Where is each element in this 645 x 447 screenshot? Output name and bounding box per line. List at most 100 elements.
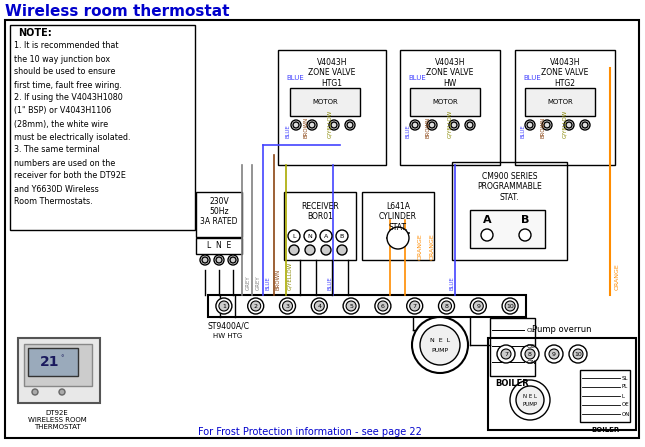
Text: BLUE: BLUE (286, 75, 304, 81)
Circle shape (467, 122, 473, 128)
Circle shape (251, 301, 261, 311)
Circle shape (230, 257, 236, 263)
Circle shape (527, 122, 533, 128)
Bar (284, 192, 356, 260)
Circle shape (219, 301, 229, 311)
Bar (490, 318, 535, 376)
Circle shape (202, 257, 208, 263)
Text: 5: 5 (349, 304, 353, 308)
Circle shape (337, 245, 347, 255)
Text: G/YELLOW: G/YELLOW (328, 110, 333, 138)
Text: SL: SL (622, 375, 628, 380)
Circle shape (343, 298, 359, 314)
Circle shape (375, 298, 391, 314)
Bar (10, 25, 195, 230)
Circle shape (336, 230, 348, 242)
Bar (580, 370, 630, 422)
Text: PUMP: PUMP (432, 349, 448, 354)
Text: BOILER: BOILER (591, 427, 619, 433)
Text: N  E  L: N E L (430, 337, 450, 342)
Text: and Y6630D Wireless: and Y6630D Wireless (14, 185, 99, 194)
Text: ON: ON (527, 359, 537, 364)
Circle shape (516, 386, 544, 414)
Bar (362, 192, 434, 260)
Text: B: B (340, 233, 344, 239)
Bar (196, 238, 242, 254)
Circle shape (307, 120, 317, 130)
Circle shape (439, 298, 455, 314)
Text: V4043H
ZONE VALVE
HW: V4043H ZONE VALVE HW (426, 58, 473, 88)
Bar (452, 162, 567, 260)
Text: (28mm), the white wire: (28mm), the white wire (14, 119, 108, 128)
Text: 6: 6 (381, 304, 385, 308)
Bar (515, 50, 615, 165)
Circle shape (505, 301, 515, 311)
Circle shape (564, 120, 574, 130)
Text: numbers are used on the: numbers are used on the (14, 159, 115, 168)
Circle shape (293, 122, 299, 128)
Text: NOTE:: NOTE: (18, 28, 52, 38)
Circle shape (573, 349, 583, 359)
Text: OE: OE (527, 343, 536, 349)
Circle shape (549, 349, 559, 359)
Circle shape (441, 301, 451, 311)
Text: BLUE: BLUE (406, 124, 410, 138)
Circle shape (346, 301, 356, 311)
Circle shape (519, 229, 531, 241)
Circle shape (312, 298, 327, 314)
Circle shape (214, 255, 224, 265)
Circle shape (525, 349, 535, 359)
Text: N E L: N E L (523, 393, 537, 398)
Circle shape (228, 255, 238, 265)
Text: BLUE: BLUE (450, 276, 455, 290)
Circle shape (544, 122, 550, 128)
Text: BROWN: BROWN (541, 117, 546, 138)
Circle shape (345, 120, 355, 130)
Bar (28, 348, 78, 376)
Text: 9: 9 (476, 304, 481, 308)
Text: the 10 way junction box: the 10 way junction box (14, 55, 110, 63)
Text: Pump overrun: Pump overrun (532, 325, 591, 333)
Circle shape (420, 325, 460, 365)
Text: 8: 8 (528, 351, 532, 357)
Text: L  N  E: L N E (207, 241, 231, 250)
Text: 3A RATED: 3A RATED (200, 218, 238, 227)
Text: HW HTG: HW HTG (213, 333, 243, 339)
Text: G/YELLOW: G/YELLOW (562, 110, 568, 138)
Text: 8: 8 (444, 304, 448, 308)
Text: BLUE: BLUE (408, 75, 426, 81)
Circle shape (429, 122, 435, 128)
Circle shape (521, 345, 539, 363)
Text: BROWN: BROWN (275, 269, 281, 290)
Text: 3. The same terminal: 3. The same terminal (14, 146, 100, 155)
Text: 230V: 230V (209, 197, 229, 206)
Circle shape (449, 120, 459, 130)
Circle shape (305, 245, 315, 255)
Text: V4043H
ZONE VALVE
HTG1: V4043H ZONE VALVE HTG1 (308, 58, 355, 88)
Text: BLUE: BLUE (521, 124, 526, 138)
Circle shape (501, 349, 511, 359)
Bar (290, 88, 360, 116)
Circle shape (387, 227, 409, 249)
Text: OE: OE (622, 402, 630, 408)
Bar (208, 295, 526, 317)
Text: MOTOR: MOTOR (547, 99, 573, 105)
Circle shape (320, 230, 332, 242)
Circle shape (410, 301, 420, 311)
Text: 9: 9 (552, 351, 556, 357)
Circle shape (412, 122, 418, 128)
Text: 21: 21 (40, 355, 60, 369)
Text: 1. It is recommended that: 1. It is recommended that (14, 42, 119, 51)
Text: ORANGE: ORANGE (417, 233, 422, 260)
Circle shape (309, 122, 315, 128)
Text: ORANGE: ORANGE (615, 263, 619, 290)
Text: PUMP: PUMP (522, 402, 537, 408)
Text: MOTOR: MOTOR (432, 99, 458, 105)
Text: For Frost Protection information - see page 22: For Frost Protection information - see p… (198, 427, 422, 437)
Text: GREY: GREY (255, 275, 261, 290)
Text: °: ° (60, 355, 64, 361)
Circle shape (569, 345, 587, 363)
Text: ST9400A/C: ST9400A/C (208, 321, 250, 330)
Circle shape (200, 255, 210, 265)
Circle shape (465, 120, 475, 130)
